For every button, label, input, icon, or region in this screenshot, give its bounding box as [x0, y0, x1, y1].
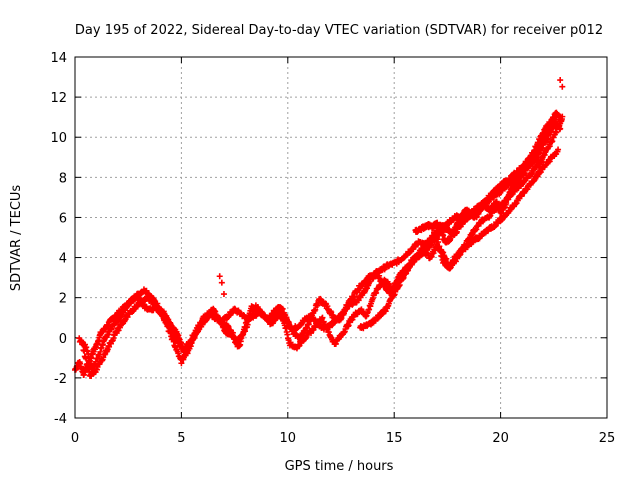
plot-frame: [74, 56, 608, 419]
chart-title: Day 195 of 2022, Sidereal Day-to-day VTE…: [75, 23, 603, 38]
series-track-d: [357, 146, 562, 332]
data-point: [540, 161, 547, 168]
x-tick-label: 15: [386, 431, 403, 446]
data-point: [557, 77, 564, 84]
y-tick-label: 12: [50, 91, 67, 106]
x-tick-label: 25: [599, 431, 616, 446]
y-axis-title: SDTVAR / TECUs: [9, 185, 24, 292]
series-track-e: [412, 109, 564, 246]
x-tick-label: 5: [177, 431, 185, 446]
y-tick-label: -2: [54, 372, 67, 387]
data-point: [559, 83, 566, 90]
data-point: [83, 355, 90, 362]
data-point: [218, 279, 225, 286]
y-tick-label: 10: [50, 131, 67, 146]
data-point: [535, 163, 542, 170]
y-tick-label: -4: [54, 412, 67, 427]
x-axis-title: GPS time / hours: [285, 459, 394, 474]
y-tick-label: 14: [50, 51, 67, 66]
y-tick-label: 0: [59, 332, 67, 347]
y-tick-label: 6: [59, 211, 67, 226]
y-tick-label: 2: [59, 292, 67, 307]
series-isolated: [216, 77, 566, 298]
data-points: [72, 77, 566, 380]
y-tick-label: 8: [59, 171, 67, 186]
x-tick-label: 0: [71, 431, 79, 446]
data-point: [220, 291, 227, 298]
data-point: [533, 159, 540, 166]
data-point: [555, 146, 562, 153]
data-point: [216, 273, 223, 280]
x-tick-label: 10: [280, 431, 297, 446]
y-tick-label: 4: [59, 252, 67, 267]
x-tick-label: 20: [492, 431, 509, 446]
data-point: [81, 347, 88, 354]
data-point: [557, 113, 564, 120]
